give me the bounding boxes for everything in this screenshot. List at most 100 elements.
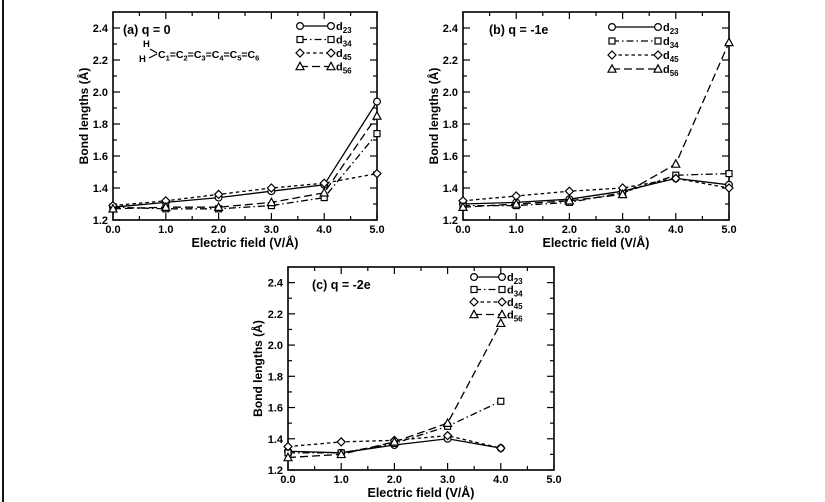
d56-marker-triangle xyxy=(319,187,330,197)
y-tick-label: 1.8 xyxy=(93,119,108,131)
legend-label-d45: d45 xyxy=(507,297,523,311)
d45-legend-marker-diamond xyxy=(653,50,663,60)
x-tick-label: 3.0 xyxy=(615,224,630,236)
x-tick-label: 1.0 xyxy=(509,224,524,236)
d56-marker-triangle xyxy=(213,201,224,211)
x-tick-label: 3.0 xyxy=(264,224,279,236)
panel-title: (b) q = -1e xyxy=(489,23,548,37)
y-axis-label: Bond lengths (Å) xyxy=(250,320,265,417)
d56-marker-triangle xyxy=(107,203,119,213)
legend-label-d56: d56 xyxy=(663,64,679,78)
d56-legend-marker-triangle xyxy=(325,61,337,71)
legend-label-d34: d34 xyxy=(507,285,523,299)
x-axis-label: Electric field (V/Å) xyxy=(368,485,475,500)
y-tick-label: 2.0 xyxy=(93,87,108,99)
d45-marker-diamond xyxy=(617,183,628,193)
y-tick-label: 2.4 xyxy=(443,23,459,35)
d34-legend-marker-square xyxy=(327,35,335,44)
panel-b: 0.0 1.0 2.0 3.0 4.0 5.0 1.2 1.4 1.6 1.8 2.0 2.2 2.4 E… xyxy=(426,11,737,250)
d45-legend-marker-diamond xyxy=(497,297,507,307)
series-line-d23 xyxy=(112,101,378,208)
legend-label-d56: d56 xyxy=(507,310,523,324)
y-tick-label: 2.4 xyxy=(268,278,284,290)
d34-legend-marker-square xyxy=(608,37,616,45)
y-tick-label: 1.2 xyxy=(268,465,283,477)
d34-legend-marker-square xyxy=(470,285,478,294)
d56-legend-marker-triangle xyxy=(652,63,664,73)
y-tick-label: 1.2 xyxy=(93,215,108,227)
d23-marker-circle xyxy=(373,97,382,106)
d56-marker-triangle xyxy=(266,196,277,207)
x-tick-label: 4.0 xyxy=(493,474,508,486)
y-axis-label: Bond lengths (Å) xyxy=(76,68,91,165)
d56-marker-triangle xyxy=(564,195,575,205)
d23-legend-marker-circle xyxy=(607,23,616,32)
d45-legend-marker-diamond xyxy=(607,50,617,60)
d56-marker-triangle xyxy=(511,198,522,208)
legend-label-d34: d34 xyxy=(336,35,352,49)
series-line-d56 xyxy=(112,115,378,210)
x-axis-label: Electric field (V/Å) xyxy=(543,235,650,250)
d45-marker-diamond xyxy=(670,173,681,184)
molecule-chain: C1=C2=C3=C4=C5=C6 xyxy=(158,49,259,63)
d45-marker-diamond xyxy=(442,430,453,441)
legend-label-d23: d23 xyxy=(663,22,679,36)
d34-marker-square xyxy=(725,170,733,178)
y-tick-label: 1.8 xyxy=(268,371,283,383)
series-line-d45 xyxy=(112,172,378,207)
d56-marker-triangle xyxy=(723,36,735,47)
d45-marker-diamond xyxy=(160,195,171,206)
y-tick-label: 2.2 xyxy=(93,55,108,67)
x-axis-label: Electric field (V/Å) xyxy=(192,235,299,250)
d23-legend-marker-circle xyxy=(327,22,336,31)
molecule-annotation: HH C1=C2=C3=C4=C5=C6 xyxy=(139,39,259,65)
x-tick-label: 2.0 xyxy=(562,224,577,236)
d34-marker-square xyxy=(497,397,505,405)
series-d34 xyxy=(109,130,381,213)
d34-legend-marker-square xyxy=(498,285,506,294)
d45-marker-diamond xyxy=(266,183,277,193)
x-tick-label: 2.0 xyxy=(211,224,226,236)
axis-frame xyxy=(462,11,730,221)
legend-label-d45: d45 xyxy=(336,48,352,62)
molecule-bond-line xyxy=(149,48,158,54)
series-line-d23 xyxy=(462,177,730,205)
series-d56 xyxy=(107,110,383,213)
molecule-h-bottom: H xyxy=(139,54,146,65)
d56-marker-triangle xyxy=(371,110,383,120)
d56-marker-triangle xyxy=(495,317,506,328)
d56-marker-triangle xyxy=(442,417,453,427)
d45-legend-marker-diamond xyxy=(326,48,336,58)
d45-legend-marker-diamond xyxy=(469,297,479,307)
y-tick-label: 1.6 xyxy=(268,403,283,415)
d34-marker-square xyxy=(373,130,381,138)
x-tick-label: 0.0 xyxy=(280,474,295,486)
page-border-line xyxy=(2,0,4,502)
x-tick-label: 5.0 xyxy=(721,224,736,236)
panel-a: 0.0 1.0 2.0 3.0 4.0 5.0 1.2 1.4 1.6 1.8 2.0 2.2 2.4 E… xyxy=(76,11,385,250)
y-tick-label: 1.8 xyxy=(443,119,458,131)
x-tick-label: 5.0 xyxy=(546,474,561,486)
x-tick-label: 3.0 xyxy=(440,474,455,486)
d56-legend-marker-triangle xyxy=(496,309,508,319)
d45-marker-diamond xyxy=(283,441,293,452)
legend-label-d56: d56 xyxy=(336,62,352,76)
legend-label-d45: d45 xyxy=(663,50,679,64)
d56-marker-triangle xyxy=(670,158,681,168)
d45-marker-diamond xyxy=(511,191,522,201)
d56-legend-marker-triangle xyxy=(294,61,306,71)
molecule-h-top: H xyxy=(143,39,150,50)
d56-marker-triangle xyxy=(389,436,400,446)
d45-marker-diamond xyxy=(458,195,468,206)
d45-legend-marker-diamond xyxy=(295,48,305,58)
y-tick-label: 1.6 xyxy=(93,151,108,163)
y-tick-label: 2.4 xyxy=(93,23,109,35)
series-d56 xyxy=(282,317,506,462)
d56-marker-triangle xyxy=(617,188,628,199)
d23-legend-marker-circle xyxy=(498,273,507,282)
series-line-d56 xyxy=(462,42,730,208)
y-tick-label: 1.4 xyxy=(443,183,459,195)
